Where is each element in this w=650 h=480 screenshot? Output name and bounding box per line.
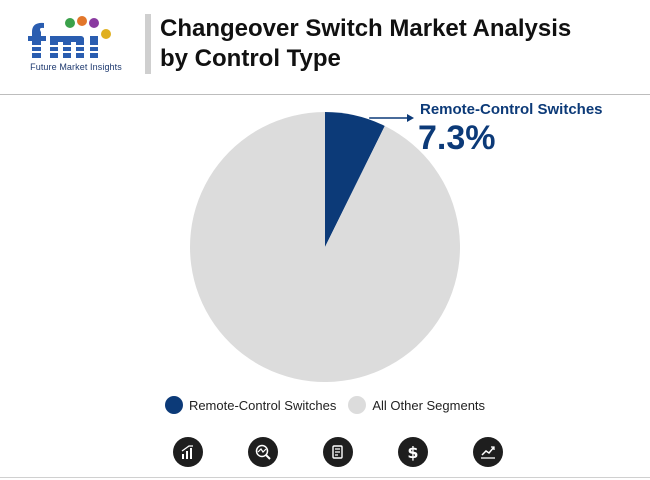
svg-text:$: $ xyxy=(407,443,418,461)
legend-item-other: All Other Segments xyxy=(348,396,485,414)
callout-label: Remote-Control Switches xyxy=(420,101,603,118)
pie-slice-all-other-segments xyxy=(190,112,460,382)
fmi-logo: Future Market Insights xyxy=(20,14,132,78)
callout-arrowhead xyxy=(407,114,414,122)
bar-chart-icon xyxy=(173,437,203,467)
pie-slice-remote-control-switches xyxy=(325,112,385,247)
callout-value: 7.3% xyxy=(418,119,496,157)
legend-swatch-remote xyxy=(164,396,183,414)
dollar-icon: $ xyxy=(398,437,428,467)
header-divider xyxy=(0,94,650,95)
legend: Remote-Control Switches All Other Segmen… xyxy=(0,396,650,414)
legend-label-other: All Other Segments xyxy=(372,397,486,413)
title-accent-bar xyxy=(145,14,151,74)
trend-chart-icon xyxy=(473,437,503,467)
fmi-logo-mark xyxy=(26,16,111,58)
legend-item-remote: Remote-Control Switches xyxy=(164,396,337,414)
magnifier-chart-icon xyxy=(248,437,278,467)
legend-swatch-other xyxy=(348,396,367,414)
logo-tagline: Future Market Insights xyxy=(30,62,122,72)
footer-icons: $ xyxy=(173,437,503,467)
legend-label-remote: Remote-Control Switches xyxy=(188,397,337,413)
page-title: Changeover Switch Market Analysis by Con… xyxy=(160,15,572,72)
report-document-icon xyxy=(323,437,353,467)
footer-divider xyxy=(0,477,650,478)
